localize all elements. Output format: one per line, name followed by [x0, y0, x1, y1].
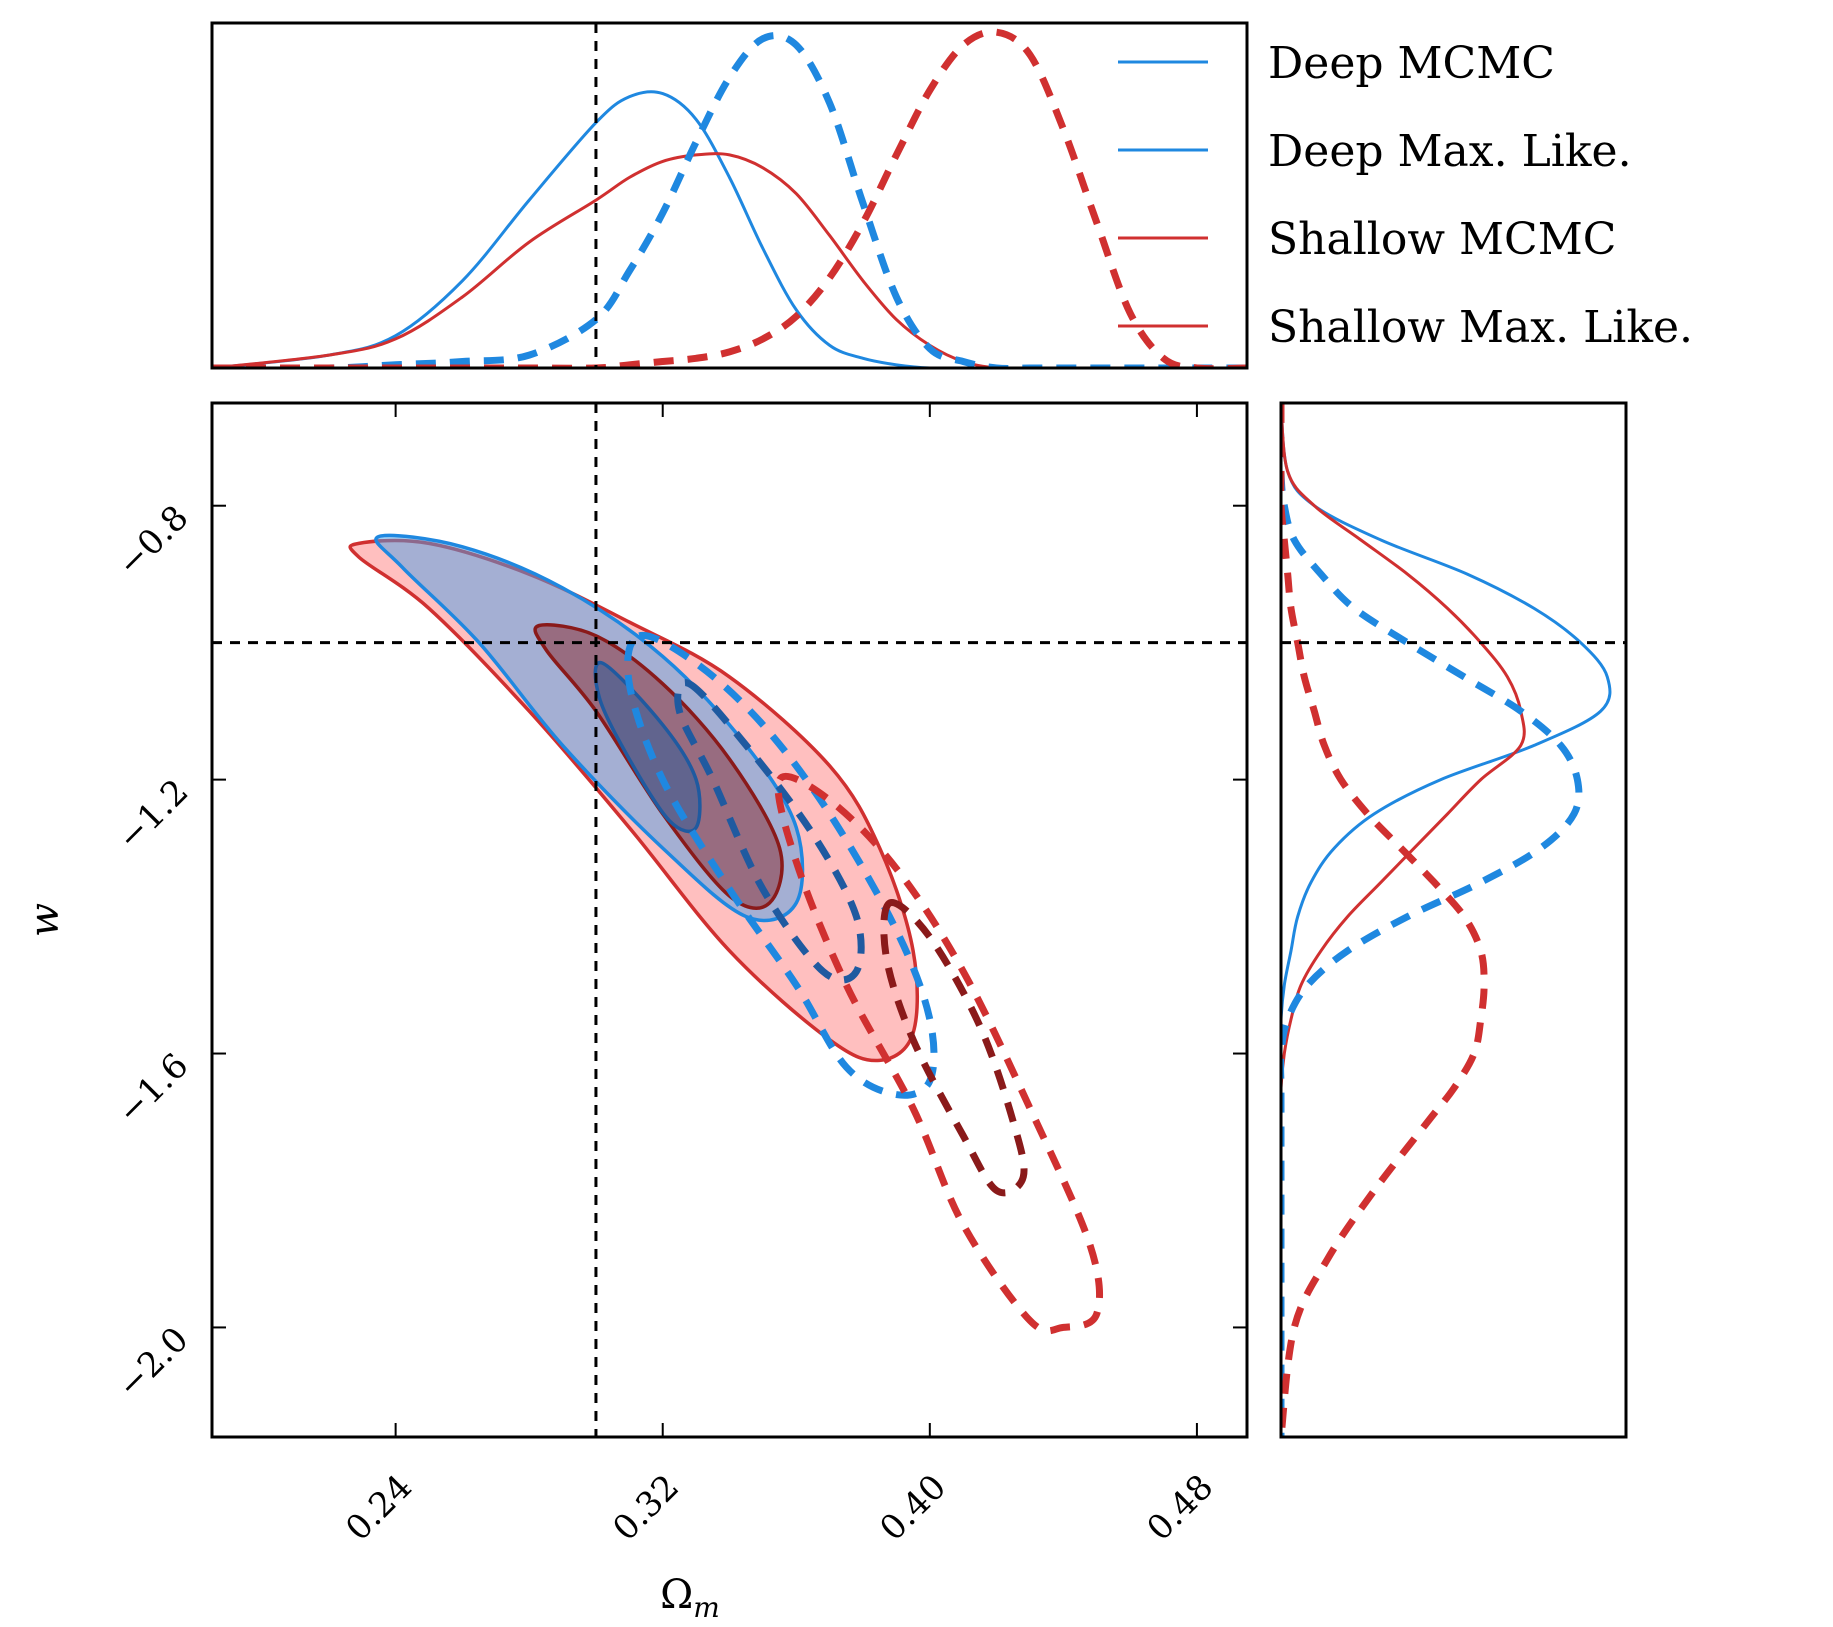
x-axis-label: Ωm [660, 1572, 720, 1624]
right-marginal-panel [1279, 401, 1628, 1439]
main-panel-frame [210, 401, 1249, 1439]
contour-shallow-max-like-95 [774, 772, 1103, 1335]
top-panel-frame [210, 21, 1249, 370]
y-tick-label: −0.8 [110, 498, 197, 585]
contour-deep-mcmc-95 [374, 533, 805, 923]
legend: Deep MCMC Deep Max. Like. Shallow MCMC Shal… [1118, 38, 1693, 353]
legend-label-shallow-mcmc: Shallow MCMC [1268, 214, 1616, 265]
legend-label-deep-max-like: Deep Max. Like. [1268, 126, 1632, 177]
x-tick-label: 0.32 [605, 1467, 687, 1549]
top-curve-shallow-max-like [212, 28, 1247, 368]
right-curve-deep-max-like [1281, 403, 1583, 1437]
y-tick-label: −1.6 [110, 1046, 197, 1133]
x-tick-label: 0.24 [338, 1467, 420, 1549]
top-marginal-panel [210, 21, 1249, 370]
x-tick-label: 0.48 [1139, 1467, 1221, 1549]
legend-label-deep-mcmc: Deep MCMC [1268, 38, 1555, 89]
top-curve-deep-mcmc [212, 90, 1247, 368]
contour-shallow-max-like-68 [880, 899, 1028, 1197]
y-tick-label: −2.0 [110, 1320, 197, 1407]
x-axis-label-main: Ω [660, 1572, 693, 1618]
contour-deep-max-like-95 [624, 631, 938, 1099]
x-tick-label: 0.40 [872, 1467, 954, 1549]
right-panel-frame [1279, 401, 1628, 1439]
y-tick-label: −1.2 [110, 772, 197, 859]
right-curve-shallow-max-like [1281, 403, 1488, 1437]
legend-label-shallow-max-like: Shallow Max. Like. [1268, 302, 1693, 353]
top-curve-deep-max-like [212, 32, 1247, 368]
x-axis-label-sub: m [693, 1591, 720, 1624]
right-curve-deep-mcmc [1281, 403, 1612, 1437]
main-contour-panel: 0.24 0.32 0.40 0.48 −0.8 −1.2 −1.6 −2.0 [110, 401, 1249, 1549]
top-curve-shallow-mcmc [212, 152, 1247, 368]
y-axis-label: w [22, 903, 68, 937]
